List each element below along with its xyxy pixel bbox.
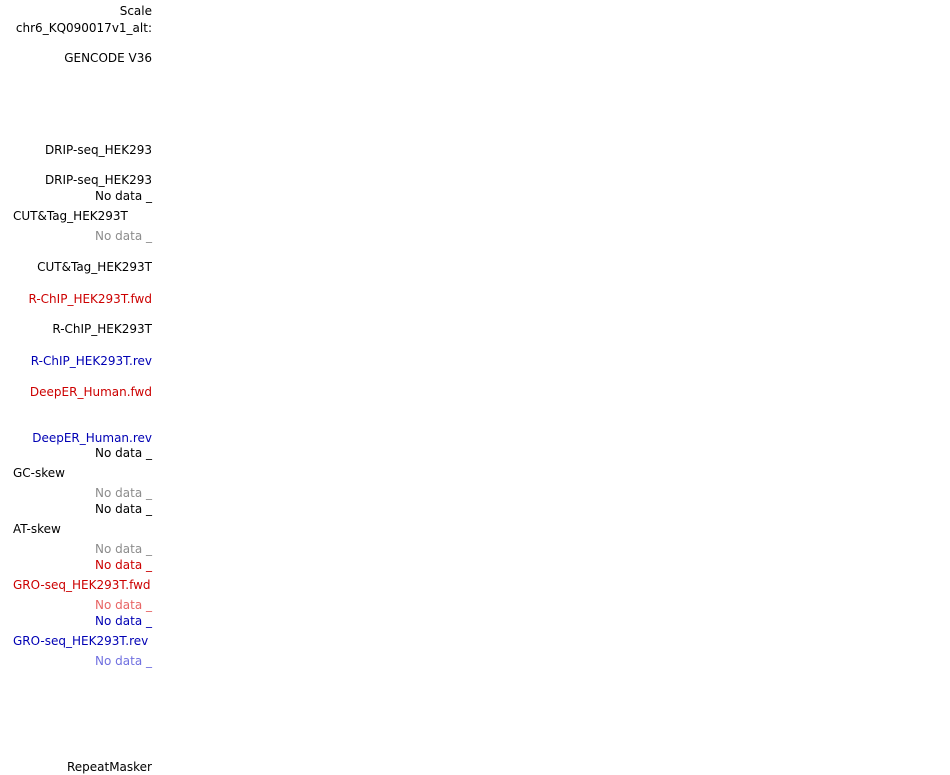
no-data-label: No data _	[95, 654, 152, 668]
track-label-gro-seq-rev[interactable]: GRO-seq_HEK293T.rev	[13, 634, 149, 648]
no-data-label: No data _	[95, 446, 152, 460]
no-data-label: No data _	[95, 486, 152, 500]
track-label-chromosome[interactable]: chr6_KQ090017v1_alt:	[15, 21, 152, 35]
track-label-r-chip[interactable]: R-ChIP_HEK293T	[52, 322, 152, 336]
track-label-repeatmasker[interactable]: RepeatMasker	[66, 760, 152, 774]
track-label-cut-tag-long[interactable]: CUT&Tag_HEK293T	[13, 209, 128, 223]
track-label-cut-tag[interactable]: CUT&Tag_HEK293T	[37, 260, 152, 274]
track-label-drip-seq-1[interactable]: DRIP-seq_HEK293	[44, 143, 152, 157]
no-data-label: No data _	[95, 558, 152, 572]
track-label-deeper-rev[interactable]: DeepER_Human.rev	[32, 431, 152, 445]
track-label-gencode[interactable]: GENCODE V36	[64, 51, 152, 65]
no-data-label: No data _	[95, 598, 152, 612]
track-label-r-chip-fwd[interactable]: R-ChIP_HEK293T.fwd	[28, 292, 153, 306]
track-label-gro-seq-fwd[interactable]: GRO-seq_HEK293T.fwd	[13, 578, 151, 592]
track-label-deeper-fwd[interactable]: DeepER_Human.fwd	[29, 385, 152, 399]
track-label-gc-skew[interactable]: GC-skew	[13, 466, 65, 480]
track-label-at-skew[interactable]: AT-skew	[13, 522, 61, 536]
track-label-scale[interactable]: Scale	[119, 4, 152, 18]
no-data-label: No data _	[95, 542, 152, 556]
no-data-label: No data _	[95, 189, 152, 203]
no-data-label: No data _	[95, 502, 152, 516]
no-data-label: No data _	[95, 229, 152, 243]
no-data-label: No data _	[95, 614, 152, 628]
track-label-r-chip-rev[interactable]: R-ChIP_HEK293T.rev	[30, 354, 152, 368]
track-label-panel: Scale chr6_KQ090017v1_alt: GENCODE V36 D…	[0, 0, 160, 775]
track-label-drip-seq-2[interactable]: DRIP-seq_HEK293	[44, 173, 152, 187]
